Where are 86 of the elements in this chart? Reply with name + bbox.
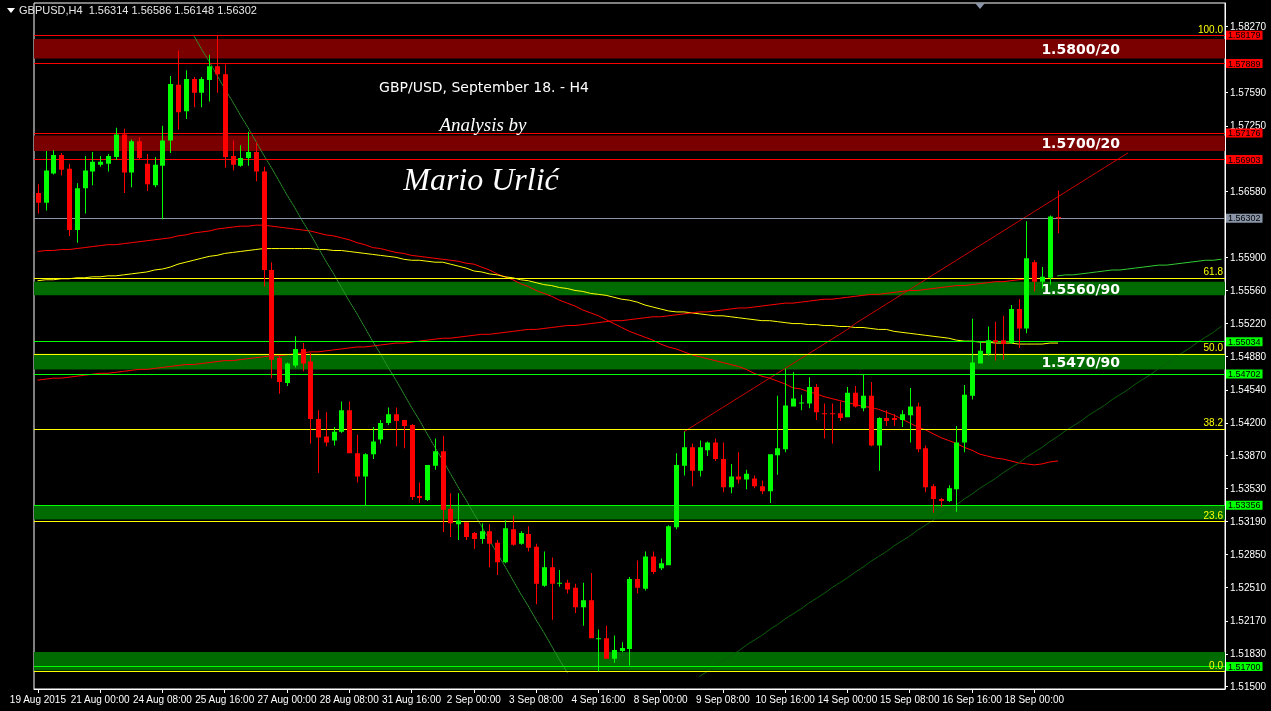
ref-line-label: 1.58179 (1228, 30, 1261, 41)
annotation: 23.6 (1203, 509, 1224, 521)
x-tick-label: 24 Aug 08:00 (132, 693, 193, 705)
x-tick-label: 3 Sep 08:00 (509, 693, 564, 705)
y-tick-label: 1.55900 (1230, 251, 1267, 263)
ref-line-label: 1.53356 (1228, 500, 1261, 511)
y-tick-label: 1.53870 (1230, 449, 1267, 461)
candlestick (884, 410, 889, 426)
candlestick (908, 387, 913, 443)
annotation: 50.0 (1203, 342, 1224, 354)
band-label: 1.5560/90 (1041, 280, 1121, 297)
ref-line-label: 1.56302 (1228, 213, 1261, 224)
candlestick (612, 635, 617, 663)
annotation: 61.8 (1203, 266, 1224, 278)
candlestick (402, 420, 407, 449)
y-tick-label: 1.54880 (1230, 351, 1267, 363)
line-series (683, 152, 1129, 433)
annotation: GBPUSD,H4 1.56314 1.56586 1.56148 1.56302 (19, 3, 257, 16)
candlestick (394, 407, 399, 447)
y-tick-label: 1.53530 (1230, 482, 1267, 494)
y-tick-label: 1.57590 (1230, 87, 1267, 99)
candlestick (480, 523, 485, 544)
x-tick-label: 18 Sep 00:00 (1004, 693, 1065, 705)
y-tick-label: 1.51500 (1230, 680, 1267, 692)
y-tick-label: 1.53190 (1230, 515, 1267, 527)
x-tick-label: 31 Aug 16:00 (382, 693, 442, 705)
y-tick-label: 1.52850 (1230, 549, 1267, 561)
y-tick-label: 1.55560 (1230, 284, 1267, 296)
candlestick (550, 557, 555, 620)
ref-line-label: 1.55034 (1228, 336, 1261, 347)
candlestick (238, 145, 243, 167)
band-label: 1.5470/90 (1041, 353, 1121, 370)
candlestick (1001, 315, 1006, 360)
candlestick (487, 524, 492, 568)
candlestick (993, 321, 998, 361)
x-tick-label: 25 Aug 16:00 (195, 693, 255, 705)
x-tick-label: 15 Sep 08:00 (879, 693, 940, 705)
candlestick (98, 155, 103, 167)
x-tick-label: 4 Sep 16:00 (571, 693, 626, 705)
candlestick (417, 482, 422, 503)
ref-line-label: 1.51700 (1228, 661, 1261, 672)
y-tick-label: 1.52510 (1230, 582, 1267, 594)
ref-line-label: 1.57889 (1228, 58, 1261, 69)
x-tick-label: 2 Sep 00:00 (446, 693, 502, 705)
candlestick (635, 560, 640, 594)
x-tick-label: 8 Sep 00:00 (633, 693, 689, 705)
candlestick (830, 403, 835, 444)
candlestick (246, 131, 251, 166)
x-tick-label: 28 Aug 08:00 (319, 693, 380, 705)
candlestick (316, 410, 321, 473)
x-tick-label: 9 Sep 08:00 (695, 693, 751, 705)
y-tick-label: 1.52170 (1230, 615, 1267, 627)
band-label: 1.5700/20 (1041, 135, 1121, 152)
candlestick (581, 582, 586, 626)
x-tick-label: 19 Aug 2015 (9, 693, 67, 705)
ref-line-label: 1.54702 (1228, 369, 1261, 380)
candlestick (1056, 190, 1061, 234)
candlestick (160, 125, 165, 220)
ref-line-label: 1.56903 (1228, 154, 1261, 165)
line-series (1057, 258, 1222, 277)
x-tick-label: 21 Aug 00:00 (70, 693, 131, 705)
y-tick-label: 1.56580 (1230, 185, 1267, 197)
candlestick (892, 414, 897, 426)
y-tick-label: 1.51830 (1230, 648, 1267, 660)
candlestick (775, 395, 780, 475)
y-tick-label: 1.54200 (1230, 417, 1267, 429)
candlestick (1040, 267, 1045, 289)
candlestick (557, 570, 562, 587)
annotation: 38.2 (1203, 417, 1224, 429)
line-series (699, 326, 1222, 677)
x-tick-label: 27 Aug 00:00 (257, 693, 317, 705)
y-tick-label: 1.58270 (1230, 20, 1267, 32)
y-tick-label: 1.55220 (1230, 318, 1267, 330)
x-tick-label: 14 Sep 00:00 (817, 693, 878, 705)
x-tick-label: 16 Sep 16:00 (942, 693, 1003, 705)
band-label: 1.5800/20 (1041, 40, 1121, 57)
text: GBP/USD, September 18. - H4 (379, 79, 590, 95)
candlestick (822, 403, 827, 439)
y-tick-label: 1.54540 (1230, 384, 1267, 396)
line-series (193, 34, 568, 673)
candlestick (799, 394, 804, 411)
candlestick (620, 642, 625, 652)
annotation: Mario Urlić (402, 161, 561, 197)
x-tick-label: 10 Sep 16:00 (755, 693, 816, 705)
annotation: 100.0 (1197, 23, 1224, 35)
text: Analysis by (437, 114, 528, 135)
